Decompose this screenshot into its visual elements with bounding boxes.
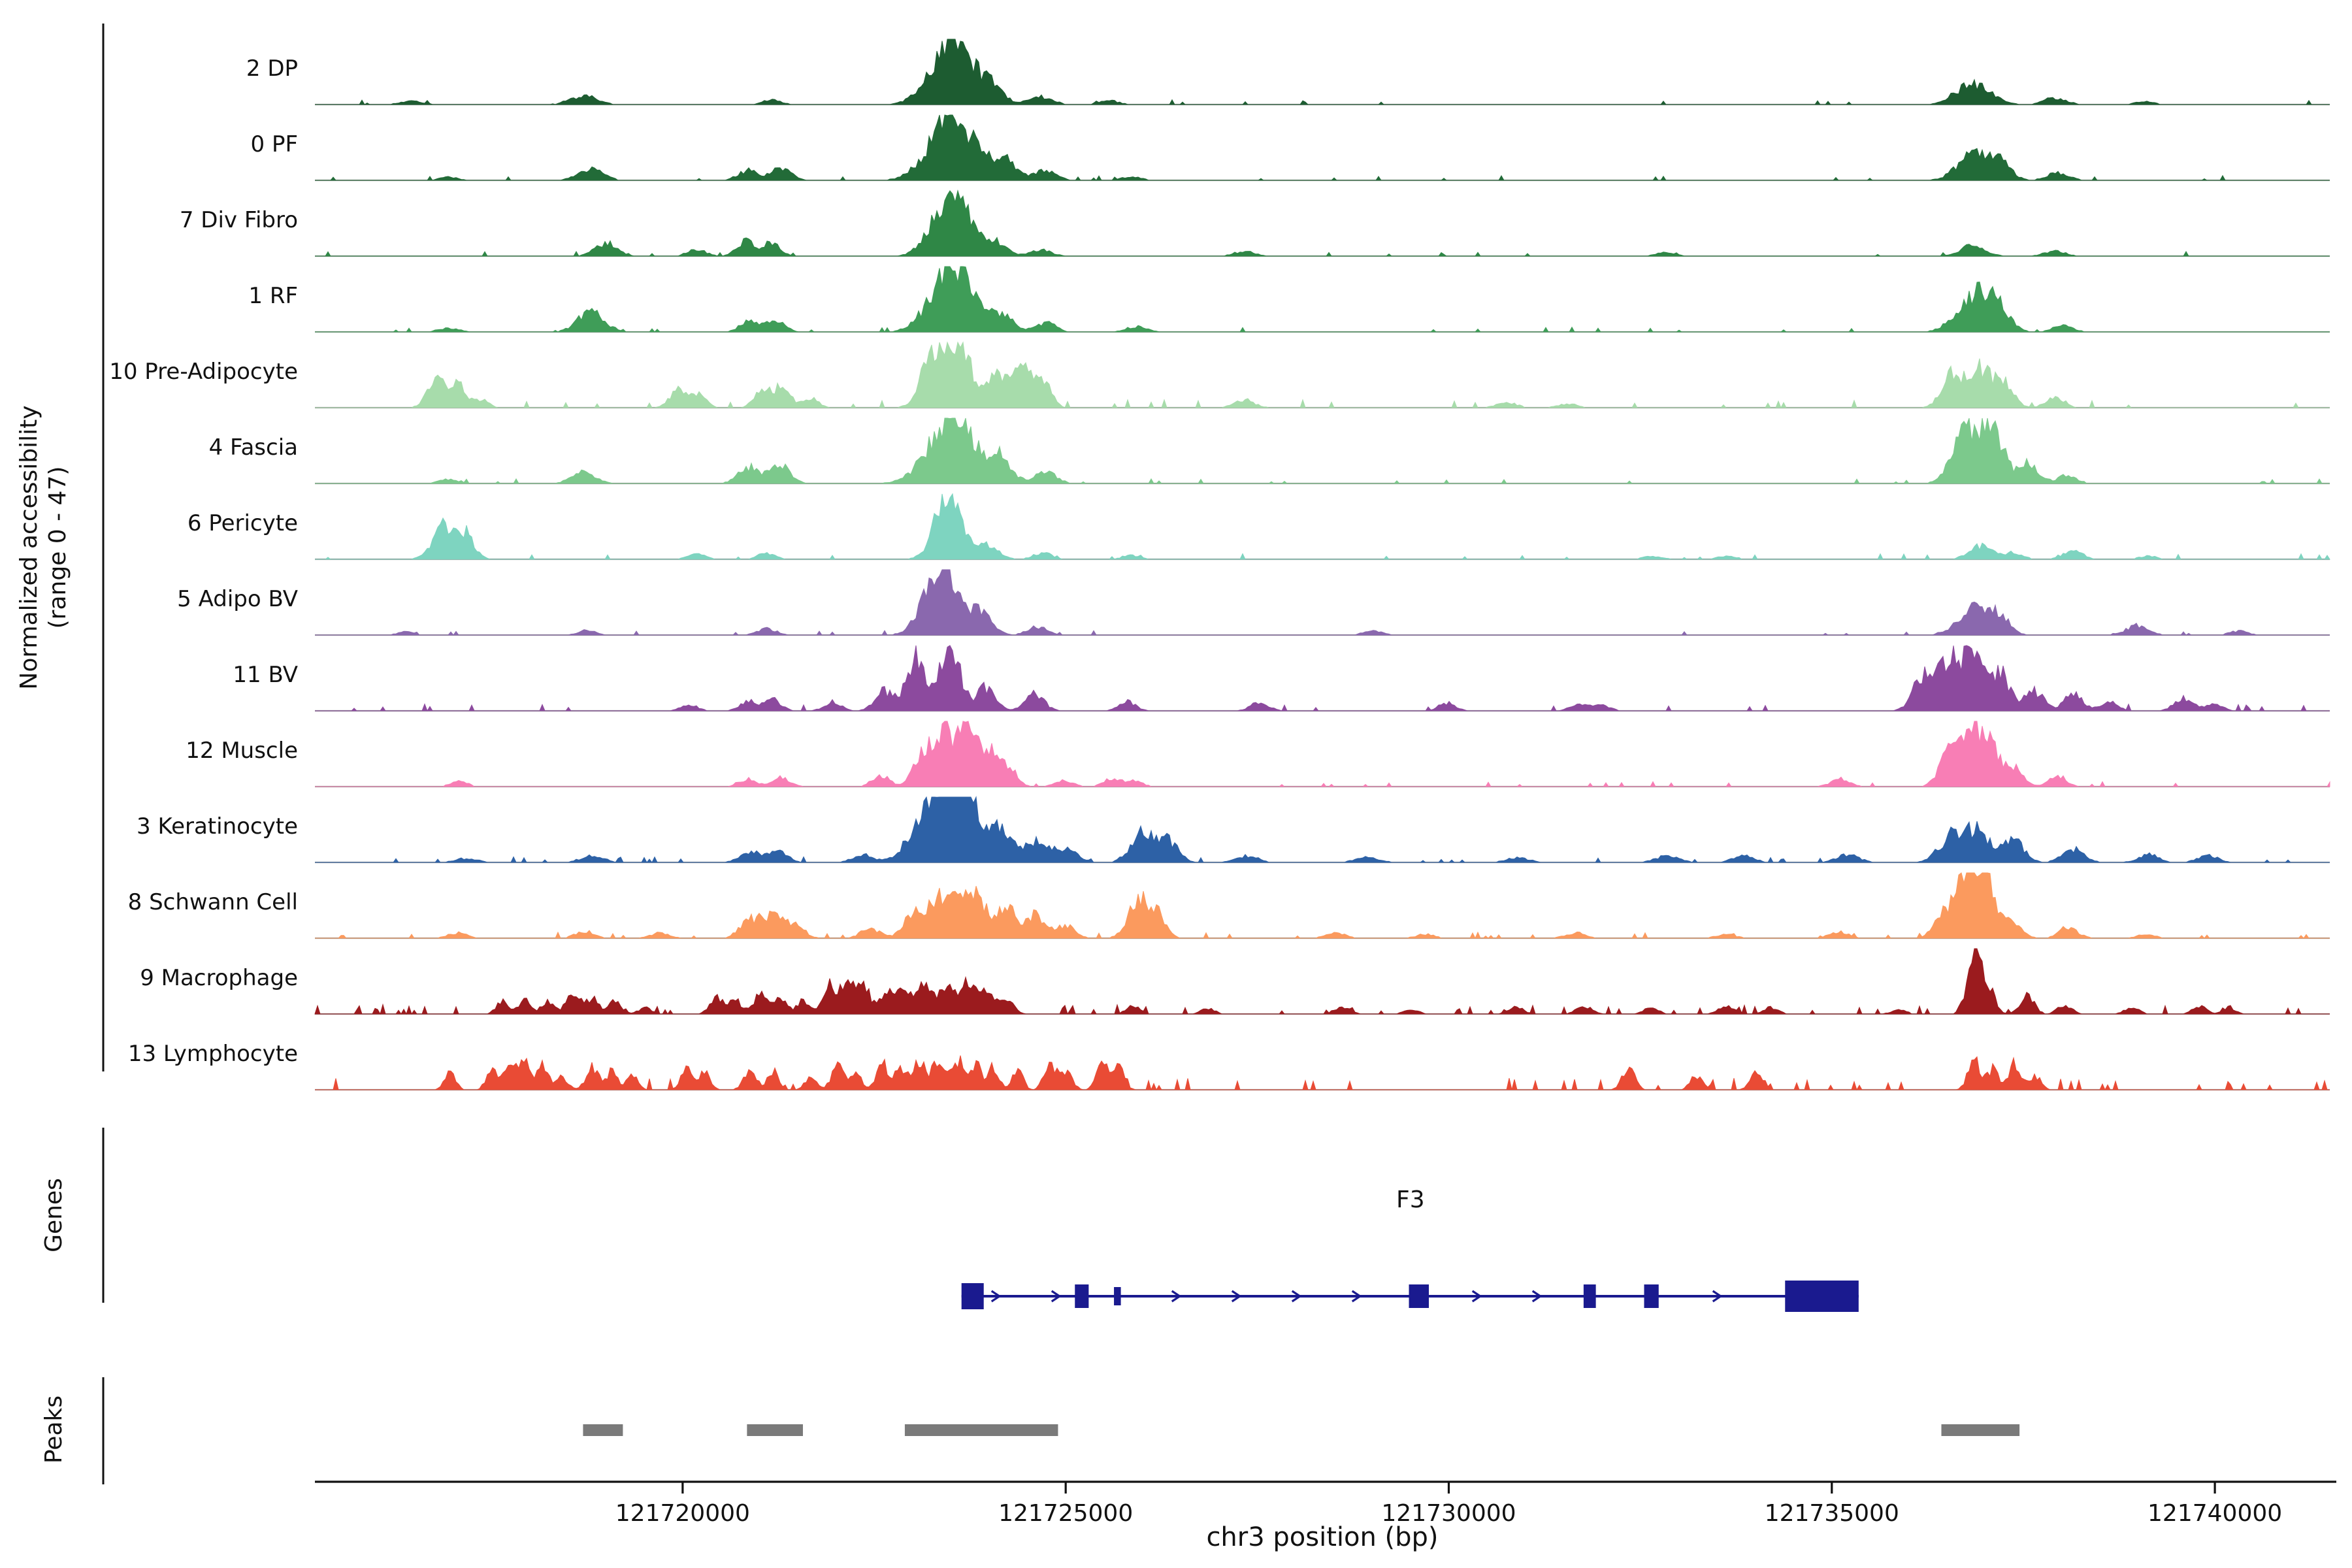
y-axis-label-line1: Normalized accessibility xyxy=(16,405,43,690)
track-label: 13 Lymphocyte xyxy=(128,1041,298,1067)
track-label: 9 Macrophage xyxy=(140,965,298,991)
gene-exon xyxy=(1114,1287,1121,1305)
strand-arrow-icon xyxy=(1171,1290,1182,1303)
y-axis-label-line2: (range 0 - 47) xyxy=(44,466,72,629)
track-label: 11 BV xyxy=(233,662,298,688)
track-label: 1 RF xyxy=(248,283,298,309)
strand-arrow-icon xyxy=(1291,1290,1302,1303)
gene-label: F3 xyxy=(1396,1186,1425,1213)
x-tick-label: 121735000 xyxy=(1765,1500,1899,1527)
signal-track-9-macrophage xyxy=(314,948,2330,1015)
strand-arrow-icon xyxy=(1231,1290,1242,1303)
signal-track-0-pf xyxy=(315,114,2330,181)
signal-track-8-schwann-cell xyxy=(315,872,2330,939)
strand-arrow-icon xyxy=(1471,1290,1482,1303)
y-axis-label: Normalized accessibility (range 0 - 47) xyxy=(16,312,73,783)
signal-track-7-div-fibro xyxy=(315,189,2330,257)
signal-track-12-muscle xyxy=(315,721,2330,787)
strand-arrow-icon xyxy=(990,1290,1002,1303)
signal-track-11-bv xyxy=(315,645,2330,712)
track-label: 5 Adipo BV xyxy=(177,586,298,612)
peak-region xyxy=(1941,1424,2020,1436)
signal-track-1-rf xyxy=(315,266,2330,333)
gene-exon xyxy=(1409,1284,1429,1308)
gene-exon xyxy=(1644,1284,1659,1308)
peak-region xyxy=(583,1424,623,1436)
x-tick-label: 121730000 xyxy=(1381,1500,1516,1527)
gene-exon xyxy=(1583,1284,1596,1308)
x-tick-label: 121725000 xyxy=(998,1500,1133,1527)
signal-track-13-lymphocyte xyxy=(315,1055,2330,1091)
track-label: 10 Pre-Adipocyte xyxy=(109,359,298,385)
peak-region xyxy=(904,1424,1058,1436)
strand-arrow-icon xyxy=(1051,1290,1062,1303)
gene-exon xyxy=(961,1283,984,1309)
x-axis-title: chr3 position (bp) xyxy=(1206,1521,1439,1552)
track-label: 8 Schwann Cell xyxy=(128,889,298,915)
x-tick-label: 121740000 xyxy=(2148,1500,2282,1527)
track-label: 12 Muscle xyxy=(186,738,298,764)
track-label: 0 PF xyxy=(251,131,299,157)
signal-track-5-adipo-bv xyxy=(315,569,2330,636)
strand-arrow-icon xyxy=(1351,1290,1362,1303)
track-label: 3 Keratinocyte xyxy=(137,813,298,840)
track-label: 7 Div Fibro xyxy=(180,207,298,233)
signal-track-6-pericyte xyxy=(315,493,2330,560)
track-label: 6 Pericyte xyxy=(188,510,298,536)
signal-track-2-dp xyxy=(315,39,2330,105)
genes-axis-label: Genes xyxy=(41,1178,68,1252)
signal-track-10-pre-adipocyte xyxy=(315,341,2330,409)
x-tick-label: 121720000 xyxy=(615,1500,750,1527)
signal-track-4-fascia xyxy=(315,417,2330,484)
peaks-axis-label: Peaks xyxy=(41,1395,68,1464)
gene-exon xyxy=(1075,1284,1089,1308)
peak-region xyxy=(747,1424,803,1436)
gene-exon xyxy=(1785,1281,1859,1312)
strand-arrow-icon xyxy=(1712,1290,1723,1303)
track-label: 2 DP xyxy=(246,56,298,82)
track-label: 4 Fascia xyxy=(209,434,298,461)
signal-track-3-keratinocyte xyxy=(315,796,2330,863)
strand-arrow-icon xyxy=(1531,1290,1543,1303)
